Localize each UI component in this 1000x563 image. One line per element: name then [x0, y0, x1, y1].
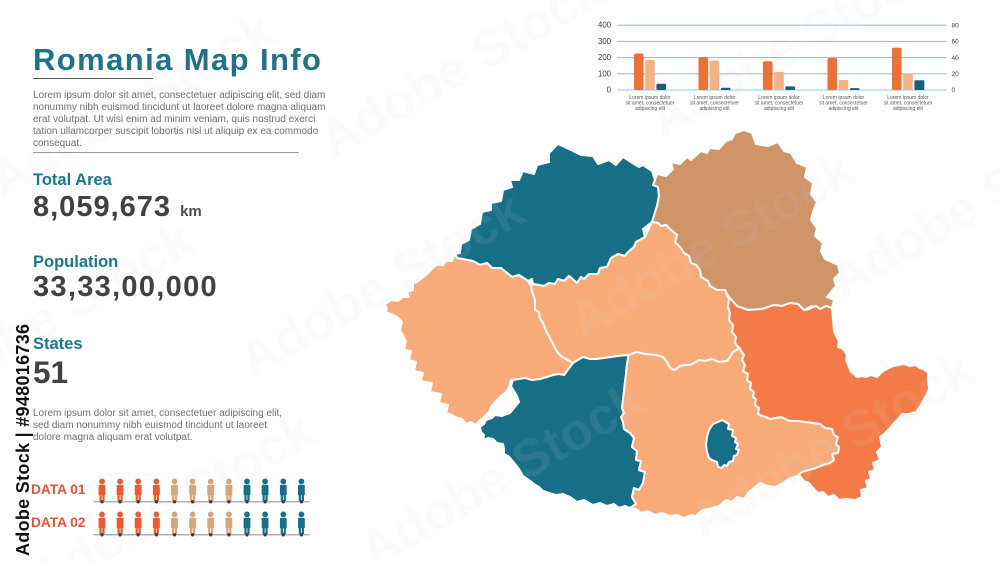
svg-text:Lorem ipsum dolor: Lorem ipsum dolor: [887, 95, 929, 101]
svg-text:adipiscing elit: adipiscing elit: [893, 106, 924, 112]
svg-text:sit amet, consectetuer: sit amet, consectetuer: [690, 101, 739, 107]
svg-text:sit amet, consectetuer: sit amet, consectetuer: [626, 101, 675, 107]
svg-text:adipiscing elit: adipiscing elit: [764, 106, 795, 112]
svg-text:adipiscing elit: adipiscing elit: [699, 106, 730, 112]
svg-text:80: 80: [952, 22, 960, 29]
svg-text:Adobe Stock: Adobe Stock: [19, 401, 323, 563]
svg-text:20: 20: [952, 71, 960, 78]
svg-text:Lorem ipsum dolor: Lorem ipsum dolor: [758, 95, 800, 101]
svg-text:sit amet, consectetuer: sit amet, consectetuer: [884, 101, 933, 107]
svg-text:Lorem ipsum dolor: Lorem ipsum dolor: [823, 95, 865, 101]
svg-text:200: 200: [598, 53, 612, 62]
svg-text:Adobe Stock: Adobe Stock: [309, 0, 613, 170]
svg-text:adipiscing elit: adipiscing elit: [635, 106, 666, 112]
svg-text:300: 300: [598, 37, 612, 46]
svg-text:Adobe Stock: Adobe Stock: [819, 101, 1000, 310]
svg-text:0: 0: [607, 86, 612, 95]
svg-text:adipiscing elit: adipiscing elit: [828, 106, 859, 112]
svg-text:sit amet, consectetuer: sit amet, consectetuer: [819, 101, 868, 107]
svg-text:Lorem ipsum dolor: Lorem ipsum dolor: [629, 95, 671, 101]
svg-text:60: 60: [952, 39, 960, 46]
svg-text:Adobe Stock | #948016736: Adobe Stock | #948016736: [13, 324, 33, 556]
svg-text:Lorem ipsum dolor: Lorem ipsum dolor: [694, 95, 736, 101]
svg-text:0: 0: [952, 87, 956, 94]
svg-text:400: 400: [598, 21, 612, 30]
svg-text:sit amet, consectetuer: sit amet, consectetuer: [755, 101, 804, 107]
svg-text:Adobe Stock: Adobe Stock: [0, 1, 284, 210]
svg-text:100: 100: [598, 69, 612, 78]
svg-text:40: 40: [952, 55, 960, 62]
